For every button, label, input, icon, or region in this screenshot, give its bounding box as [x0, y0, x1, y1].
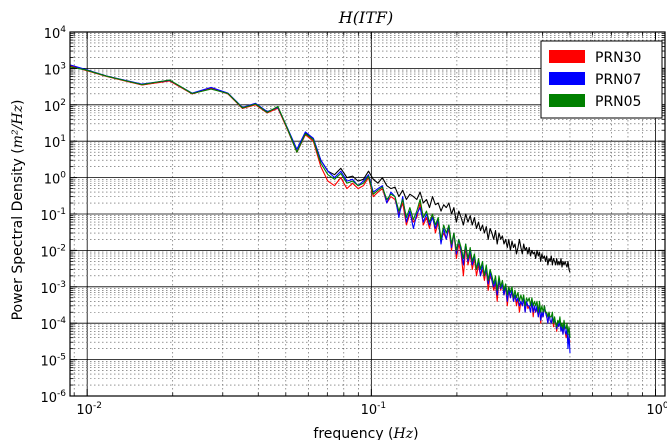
tick-label-exp: -4 [57, 316, 66, 326]
tick-label-exp: 0 [663, 401, 667, 411]
y-tick-label: 104 [44, 25, 67, 42]
tick-label-base: 10 [44, 63, 61, 78]
legend-swatch [549, 72, 585, 85]
tick-label-base: 10 [44, 136, 61, 151]
y-tick-label: 10-6 [40, 389, 66, 406]
tick-label-base: 10 [44, 100, 61, 115]
tick-label-exp: -1 [57, 207, 66, 217]
legend-label: PRN07 [595, 72, 641, 88]
legend-label: PRN05 [595, 94, 641, 110]
tick-label-exp: -2 [57, 243, 66, 253]
legend-swatch [549, 94, 585, 107]
y-axis-label-unit: m²/Hz [10, 104, 26, 148]
tick-labels: 10-2 10-1 10010410310210110010-110-210-310… [40, 25, 667, 418]
plot-series [69, 64, 571, 354]
tick-label-base: 10 [44, 173, 61, 188]
tick-label-exp: -6 [57, 389, 66, 399]
tick-label-base: 10 [40, 245, 57, 260]
y-tick-label: 102 [44, 98, 66, 115]
tick-label-base: 10 [40, 318, 57, 333]
y-tick-label: 10-3 [40, 280, 66, 297]
y-tick-label: 10-4 [40, 316, 66, 333]
y-tick-label: 10-1 [40, 207, 66, 224]
tick-label-base: 10 [646, 403, 663, 418]
tick-label-base: 10 [40, 282, 57, 297]
x-axis-label-unit: Hz [393, 426, 414, 440]
legend-label: PRN30 [595, 50, 641, 66]
x-tick-label: 100 [646, 401, 667, 418]
y-tick-label: 10-5 [40, 353, 66, 370]
tick-label-exp: -3 [57, 280, 66, 290]
tick-label-exp: 2 [60, 98, 66, 108]
y-tick-label: 100 [44, 171, 67, 188]
legend-swatch [549, 50, 585, 63]
chart-title: H(ITF) [338, 8, 394, 27]
legend: PRN30 PRN07 PRN05 [540, 40, 663, 119]
x-axis-label-text: frequency [313, 426, 383, 440]
tick-label-base: 10 [76, 403, 93, 418]
y-tick-label: 101 [44, 134, 66, 151]
tick-label-exp: -2 [93, 401, 102, 411]
y-axis-label: Power Spectral Density (m²/Hz) [10, 100, 26, 321]
x-axis-label: frequency (Hz) [313, 426, 418, 440]
tick-label-base: 10 [40, 391, 57, 406]
tick-marks [70, 31, 665, 397]
tick-label-base: 10 [40, 355, 57, 370]
tick-label-exp: -1 [377, 401, 386, 411]
tick-label-base: 10 [44, 27, 61, 42]
x-tick-label: 10-1 [361, 401, 387, 418]
y-tick-label: 103 [44, 61, 66, 78]
x-tick-label: 10-2 [76, 401, 102, 418]
tick-label-exp: 0 [60, 171, 66, 181]
y-axis-label-text: Power Spectral Density [10, 158, 26, 320]
series-line-prn05 [69, 66, 571, 338]
series-line-unlabeled [69, 65, 571, 273]
tick-label-base: 10 [40, 209, 57, 224]
tick-label-exp: 4 [60, 25, 66, 35]
tick-label-exp: 3 [60, 61, 66, 71]
tick-label-exp: -5 [57, 353, 66, 363]
tick-label-base: 10 [361, 403, 378, 418]
tick-label-exp: 1 [60, 134, 66, 144]
y-tick-label: 10-2 [40, 243, 66, 260]
